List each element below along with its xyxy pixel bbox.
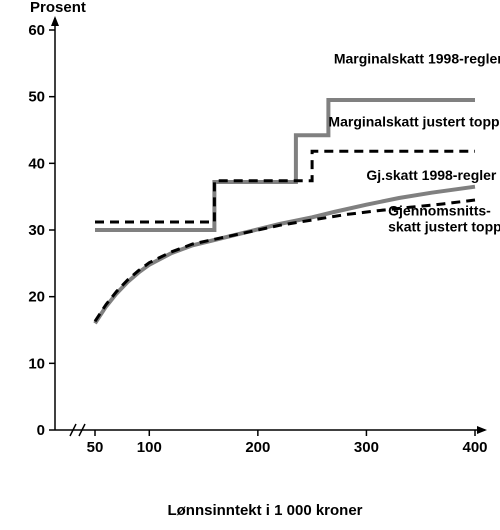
y-axis-title: Prosent — [30, 0, 86, 16]
x-tick-label: 400 — [462, 439, 487, 456]
y-tick-label: 30 — [28, 222, 45, 239]
series-label-gj_justert: Gjennomsnitts-skatt justert toppskatt — [388, 202, 500, 234]
svg-text:Gjennomsnitts-: Gjennomsnitts- — [388, 202, 491, 218]
x-tick-label: 100 — [137, 439, 162, 456]
series-label-gj_1998: Gj.skatt 1998-regler — [366, 167, 497, 183]
x-axis-title: Lønnsinntekt i 1 000 kroner — [167, 502, 362, 519]
svg-text:skatt justert toppskatt: skatt justert toppskatt — [388, 218, 500, 234]
y-tick-label: 60 — [28, 22, 45, 39]
series-label-marginal_justert: Marginalskatt justert toppskatt — [328, 114, 500, 130]
tax-chart: 0 10 20 30 40 50 60 50 100 200 300 400 Prosent Lønnsi… — [0, 0, 500, 530]
y-tick-label: 20 — [28, 289, 45, 306]
series-label-marginal_1998: Marginalskatt 1998-regler — [334, 50, 500, 66]
svg-text:Marginalskatt justert toppskat: Marginalskatt justert toppskatt — [328, 114, 500, 130]
svg-text:Gj.skatt 1998-regler: Gj.skatt 1998-regler — [366, 167, 497, 183]
y-tick-label: 40 — [28, 155, 45, 172]
x-tick-label: 50 — [87, 439, 104, 456]
x-tick-label: 300 — [354, 439, 379, 456]
x-tick-label: 200 — [245, 439, 270, 456]
y-tick-label: 0 — [37, 422, 45, 439]
y-tick-label: 50 — [28, 89, 45, 106]
svg-text:Marginalskatt 1998-regler: Marginalskatt 1998-regler — [334, 50, 500, 66]
y-tick-label: 10 — [28, 355, 45, 372]
